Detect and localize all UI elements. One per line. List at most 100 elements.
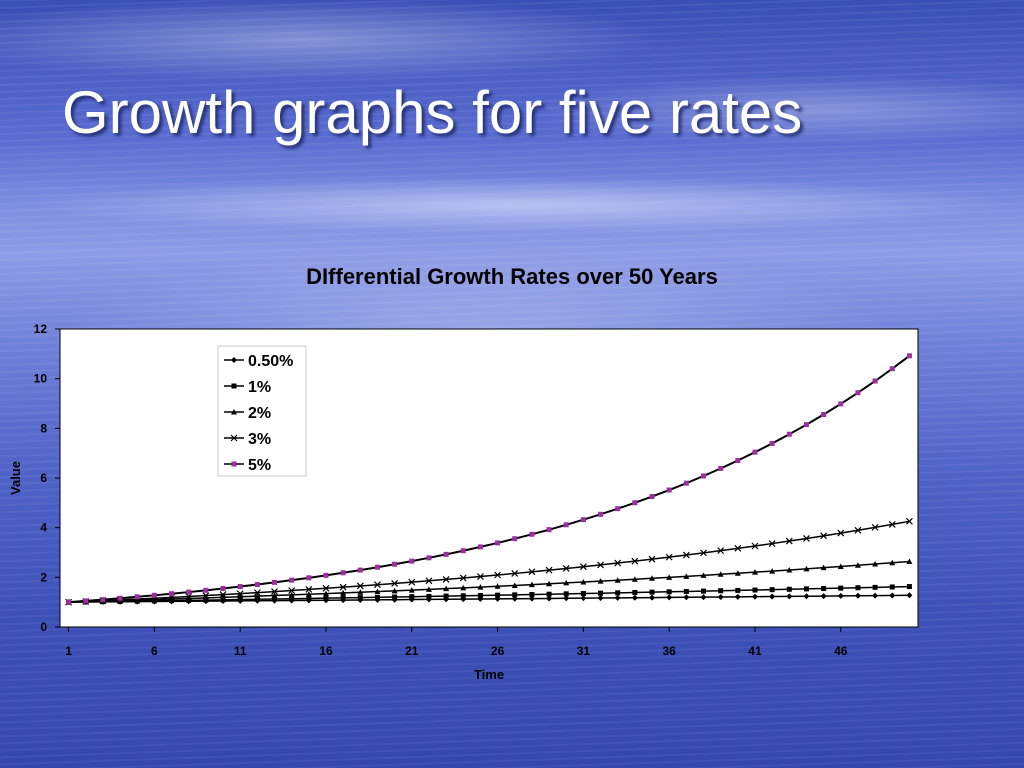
data-point	[717, 547, 725, 555]
data-point	[288, 591, 295, 598]
data-point	[289, 596, 295, 602]
plot-area	[59, 328, 919, 628]
data-point	[769, 440, 775, 446]
data-point	[803, 565, 810, 572]
data-point	[202, 594, 209, 601]
series-line	[68, 354, 911, 604]
data-point	[752, 587, 758, 593]
data-point	[186, 589, 192, 595]
data-point	[168, 596, 175, 602]
data-point	[374, 581, 381, 589]
data-point	[563, 595, 570, 602]
data-point	[718, 588, 724, 594]
data-point	[322, 584, 330, 592]
data-point	[220, 597, 226, 603]
legend-swatch-marker	[230, 434, 238, 442]
data-point	[683, 594, 690, 601]
x-axis: 1 6 11 16 21 26 31 36 41 46	[65, 627, 848, 658]
data-point	[340, 595, 346, 601]
data-point	[185, 595, 192, 601]
data-point	[701, 588, 706, 594]
data-point	[649, 575, 656, 581]
data-point	[236, 590, 244, 598]
data-point	[563, 591, 569, 597]
data-point	[528, 595, 535, 602]
data-point	[752, 449, 758, 455]
data-point	[649, 589, 655, 595]
data-point	[648, 555, 656, 563]
data-point	[821, 412, 827, 418]
data-point	[391, 580, 399, 587]
y-tick-label: 0	[40, 620, 47, 634]
data-point	[700, 594, 707, 601]
data-point	[340, 570, 346, 576]
y-tick-label: 10	[34, 372, 48, 386]
data-point	[426, 555, 432, 561]
data-point	[374, 588, 381, 595]
x-tick-label: 21	[405, 644, 419, 658]
data-point	[443, 593, 449, 599]
series-layer	[65, 353, 913, 606]
data-point	[323, 595, 329, 601]
data-point	[305, 586, 313, 593]
data-point	[854, 526, 862, 534]
data-point	[682, 551, 690, 559]
data-point	[803, 586, 809, 592]
data-point	[511, 570, 519, 577]
legend-item: 0.50%	[224, 353, 293, 370]
data-point	[357, 595, 363, 601]
data-point	[546, 595, 553, 602]
data-point	[768, 540, 776, 547]
data-point	[511, 582, 518, 588]
data-point	[665, 553, 673, 561]
data-point	[855, 585, 861, 591]
data-point	[734, 544, 742, 552]
data-point	[528, 581, 535, 588]
data-point	[408, 578, 416, 586]
x-axis-label: Time	[474, 667, 504, 682]
data-point	[872, 378, 878, 384]
data-point	[374, 564, 380, 570]
data-point	[701, 473, 706, 479]
data-point	[803, 535, 810, 542]
data-point	[271, 588, 278, 596]
data-point	[597, 561, 604, 569]
data-point	[356, 582, 364, 590]
data-point	[598, 511, 604, 517]
data-point	[666, 589, 672, 595]
data-point	[392, 561, 398, 567]
data-point	[271, 592, 278, 599]
data-point	[306, 595, 312, 601]
data-point	[906, 584, 912, 590]
data-point	[512, 536, 518, 542]
data-point	[219, 591, 227, 599]
data-point	[288, 587, 296, 594]
data-point	[460, 593, 466, 599]
series-line	[68, 520, 910, 603]
data-point	[495, 540, 501, 546]
data-point	[529, 531, 535, 537]
data-point	[615, 590, 621, 596]
data-point	[408, 587, 415, 593]
data-point	[632, 500, 638, 506]
data-point	[632, 590, 638, 596]
y-tick-label: 6	[40, 471, 47, 485]
data-point	[494, 583, 501, 589]
data-point	[254, 596, 260, 602]
data-point	[735, 457, 741, 463]
data-point	[580, 595, 587, 602]
data-point	[425, 577, 433, 585]
data-point	[649, 594, 656, 601]
data-point	[906, 558, 913, 564]
x-tick-label: 16	[319, 644, 333, 658]
data-point	[905, 517, 913, 525]
data-point	[580, 517, 586, 523]
data-point	[889, 584, 895, 590]
data-point	[477, 584, 484, 590]
legend-label: 3%	[248, 431, 271, 448]
x-tick-label: 11	[234, 644, 247, 658]
data-point	[821, 586, 827, 592]
legend-swatch-marker	[231, 409, 237, 415]
data-point	[237, 597, 243, 603]
